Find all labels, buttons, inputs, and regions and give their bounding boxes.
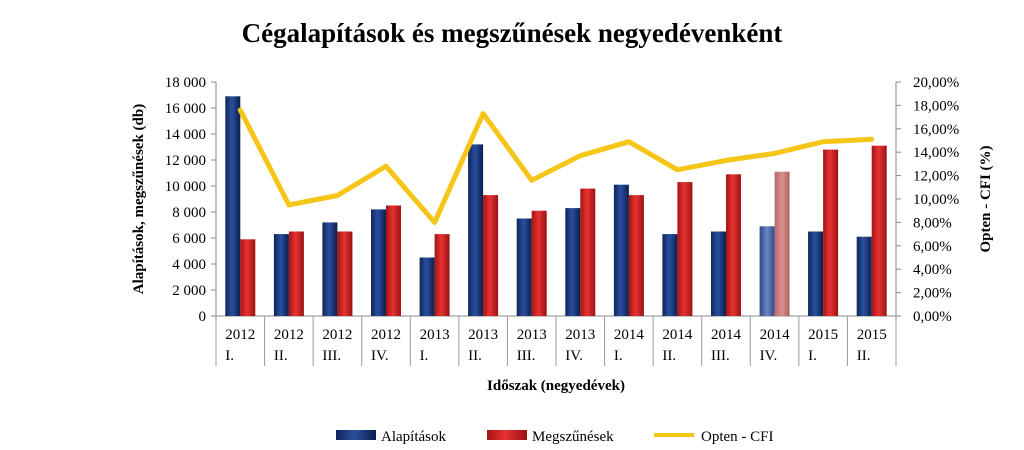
y2-tick-label: 16,00% [913, 122, 959, 138]
y2-axis-ticks: 0,00% 2,00% 4,00% 6,00% 8,00% 10,00% 12,00% 14,… [896, 75, 959, 325]
y-tick-label: 12 000 [165, 153, 206, 169]
x-tick-year: 2014 [711, 327, 742, 343]
cfi-line-group [237, 107, 875, 225]
x-axis-ticks: 2012 I. 2012 II. 2012 III. 2012 IV. 2013 I. 2013 II… [215, 316, 897, 366]
x-tick-quarter: IV. [371, 348, 389, 364]
x-tick-quarter: I. [420, 348, 429, 364]
bar-megszunesek [288, 231, 304, 316]
y2-tick-label: 18,00% [913, 98, 959, 114]
y2-tick-label: 2,00% [913, 286, 952, 302]
y2-tick-label: 10,00% [913, 192, 959, 208]
y-tick-label: 6 000 [172, 231, 206, 247]
x-tick-year: 2013 [420, 327, 450, 343]
bar-alapitasok [856, 236, 872, 316]
bar-alapitasok [662, 234, 678, 316]
x-tick-year: 2012 [225, 327, 255, 343]
legend-swatch-alapitasok [336, 430, 376, 440]
legend: Alapítások Megszűnések Opten - CFI [336, 429, 774, 445]
legend-label-cfi: Opten - CFI [701, 429, 774, 445]
x-tick-year: 2013 [517, 327, 547, 343]
x-tick-year: 2012 [322, 327, 352, 343]
bar-megszunesek [386, 205, 401, 316]
x-tick-quarter: IV. [760, 348, 778, 364]
legend-label-megszunesek: Megszűnések [532, 429, 614, 445]
bar-alapitasok [711, 231, 726, 316]
bar-alapitasok [516, 218, 532, 316]
x-tick-quarter: I. [225, 348, 234, 364]
x-tick-quarter: III. [517, 348, 536, 364]
y2-tick-label: 8,00% [913, 215, 952, 231]
x-tick-quarter: III. [322, 348, 341, 364]
x-tick-year: 2012 [274, 327, 304, 343]
x-tick-year: 2014 [662, 327, 693, 343]
bar-megszunesek [677, 182, 693, 316]
bar-alapitasok [322, 222, 338, 316]
y2-tick-label: 4,00% [913, 262, 952, 278]
x-tick-quarter: II. [274, 348, 288, 364]
bar-alapitasok [225, 96, 241, 316]
x-tick-year: 2015 [808, 327, 838, 343]
bar-megszunesek [726, 174, 741, 316]
x-tick-quarter: IV. [565, 348, 583, 364]
y-tick-label: 14 000 [165, 127, 206, 143]
y-tick-label: 16 000 [165, 101, 206, 117]
x-tick-quarter: I. [808, 348, 817, 364]
x-axis-title: Időszak (negyedévek) [487, 378, 625, 394]
cfi-line [237, 107, 875, 225]
y-tick-label: 10 000 [165, 179, 206, 195]
x-tick-year: 2013 [565, 327, 595, 343]
x-tick-quarter: III. [711, 348, 730, 364]
bar-alapitasok [371, 209, 386, 316]
bar-megszunesek [240, 239, 256, 316]
bar-alapitasok [759, 226, 775, 316]
y2-tick-label: 6,00% [913, 239, 952, 255]
x-tick-quarter: II. [857, 348, 871, 364]
x-tick-year: 2012 [371, 327, 401, 343]
y-tick-label: 8 000 [172, 205, 206, 221]
bar-megszunesek [483, 195, 499, 316]
y2-axis-title: Opten - CFI (%) [978, 145, 994, 252]
chart-title: Cégalapítások és megszűnések negyedévenk… [241, 18, 783, 48]
bar-megszunesek [628, 195, 644, 316]
x-tick-quarter: II. [662, 348, 676, 364]
y-tick-label: 4 000 [172, 257, 206, 273]
bar-alapitasok [808, 231, 824, 316]
bar-alapitasok [468, 144, 484, 316]
y-tick-label: 0 [199, 309, 207, 325]
x-tick-quarter: I. [614, 348, 623, 364]
y-axis-ticks: 0 2 000 4 000 6 000 8 000 10 000 12 000 14 000 1… [165, 75, 216, 325]
y-axis-title: Alapítások, megszűnések (db) [131, 104, 147, 294]
bar-megszunesek [434, 234, 450, 316]
legend-label-alapitasok: Alapítások [381, 429, 446, 445]
bar-megszunesek [580, 188, 596, 316]
legend-swatch-megszunesek [487, 430, 527, 440]
x-tick-year: 2013 [468, 327, 498, 343]
y2-tick-label: 0,00% [913, 309, 952, 325]
x-tick-year: 2014 [614, 327, 645, 343]
y-tick-label: 2 000 [172, 283, 206, 299]
x-tick-quarter: II. [468, 348, 482, 364]
bar-alapitasok [565, 208, 581, 316]
y-tick-label: 18 000 [165, 75, 206, 91]
bar-alapitasok [419, 257, 435, 316]
bar-megszunesek [774, 171, 790, 316]
bar-megszunesek [531, 210, 547, 316]
y2-tick-label: 20,00% [913, 75, 959, 91]
bars-group [225, 96, 887, 316]
y2-tick-label: 12,00% [913, 169, 959, 185]
x-tick-year: 2015 [857, 327, 887, 343]
bar-alapitasok [613, 184, 629, 316]
bar-alapitasok [273, 234, 289, 316]
y2-tick-label: 14,00% [913, 145, 959, 161]
bar-megszunesek [871, 145, 887, 316]
x-tick-year: 2014 [760, 327, 791, 343]
bar-megszunesek [337, 231, 353, 316]
bar-megszunesek [823, 149, 839, 316]
